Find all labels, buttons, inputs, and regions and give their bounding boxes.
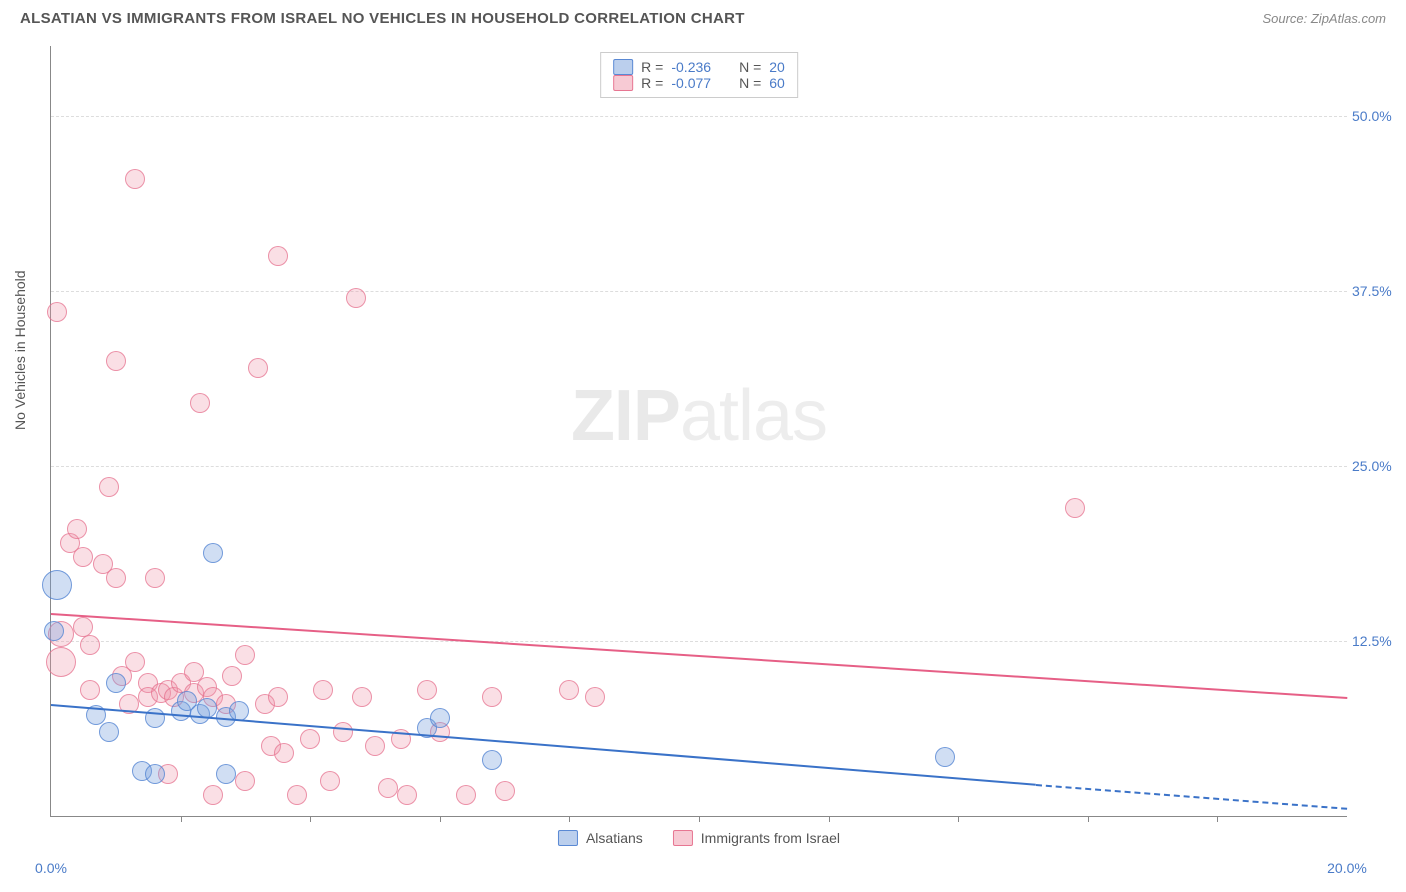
y-axis-label: No Vehicles in Household (12, 270, 28, 430)
x-tick (310, 816, 311, 822)
legend-series: Alsatians Immigrants from Israel (558, 830, 840, 846)
scatter-point-pink (346, 288, 366, 308)
scatter-point-blue (99, 722, 119, 742)
grid-line (51, 116, 1347, 117)
scatter-point-pink (417, 680, 437, 700)
x-tick (181, 816, 182, 822)
legend-series-label: Alsatians (586, 830, 643, 846)
scatter-point-pink (378, 778, 398, 798)
legend-n-value: 20 (769, 59, 785, 75)
scatter-point-pink (482, 687, 502, 707)
x-tick (958, 816, 959, 822)
legend-swatch-pink (673, 830, 693, 846)
trend-line-blue-dashed (1036, 784, 1347, 810)
scatter-point-pink (456, 785, 476, 805)
legend-series-item: Immigrants from Israel (673, 830, 840, 846)
scatter-point-pink (495, 781, 515, 801)
scatter-point-pink (352, 687, 372, 707)
y-tick-label: 25.0% (1352, 458, 1406, 474)
legend-correlation: R = -0.236 N = 20 R = -0.077 N = 60 (600, 52, 798, 98)
scatter-point-blue (935, 747, 955, 767)
x-tick (829, 816, 830, 822)
watermark-bold: ZIP (571, 376, 680, 456)
scatter-point-pink (80, 680, 100, 700)
legend-n-value: 60 (769, 75, 785, 91)
legend-r-value: -0.077 (671, 75, 711, 91)
scatter-point-pink (248, 358, 268, 378)
x-tick (440, 816, 441, 822)
grid-line (51, 291, 1347, 292)
x-tick (1088, 816, 1089, 822)
scatter-point-pink (365, 736, 385, 756)
scatter-point-pink (585, 687, 605, 707)
scatter-point-pink (145, 568, 165, 588)
watermark: ZIPatlas (571, 375, 827, 457)
legend-n-label: N = (739, 75, 761, 91)
x-tick (1217, 816, 1218, 822)
scatter-point-pink (99, 477, 119, 497)
legend-series-item: Alsatians (558, 830, 643, 846)
legend-r-label: R = (641, 59, 663, 75)
scatter-point-pink (190, 393, 210, 413)
y-tick-label: 37.5% (1352, 283, 1406, 299)
scatter-point-blue (145, 764, 165, 784)
scatter-point-blue (482, 750, 502, 770)
scatter-point-pink (268, 687, 288, 707)
chart-title: ALSATIAN VS IMMIGRANTS FROM ISRAEL NO VE… (20, 10, 745, 27)
scatter-point-pink (67, 519, 87, 539)
scatter-point-blue (203, 543, 223, 563)
scatter-point-pink (73, 547, 93, 567)
watermark-light: atlas (680, 376, 827, 456)
x-tick (699, 816, 700, 822)
legend-swatch-pink (613, 75, 633, 91)
scatter-point-pink (222, 666, 242, 686)
scatter-point-blue (44, 621, 64, 641)
scatter-point-pink (287, 785, 307, 805)
scatter-point-pink (46, 647, 76, 677)
scatter-point-pink (313, 680, 333, 700)
scatter-point-blue (216, 764, 236, 784)
scatter-point-pink (268, 246, 288, 266)
scatter-point-pink (300, 729, 320, 749)
legend-swatch-blue (558, 830, 578, 846)
scatter-point-pink (235, 771, 255, 791)
y-tick-label: 12.5% (1352, 633, 1406, 649)
scatter-point-pink (80, 635, 100, 655)
scatter-point-blue (106, 673, 126, 693)
scatter-point-pink (559, 680, 579, 700)
scatter-point-pink (320, 771, 340, 791)
legend-n-label: N = (739, 59, 761, 75)
scatter-point-pink (125, 169, 145, 189)
chart-source: Source: ZipAtlas.com (1262, 11, 1386, 26)
legend-series-label: Immigrants from Israel (701, 830, 840, 846)
trend-line-blue (51, 704, 1036, 786)
grid-line (51, 641, 1347, 642)
scatter-point-pink (203, 785, 223, 805)
scatter-point-pink (125, 652, 145, 672)
chart-container: ZIPatlas R =-0.236N =20R =-0.077N =60 Al… (50, 46, 1380, 816)
scatter-point-pink (106, 351, 126, 371)
scatter-point-blue (430, 708, 450, 728)
x-tick-label: 20.0% (1327, 860, 1367, 876)
plot-area: ZIPatlas R =-0.236N =20R =-0.077N =60 Al… (50, 46, 1347, 817)
x-tick (569, 816, 570, 822)
scatter-point-blue (42, 570, 72, 600)
legend-r-label: R = (641, 75, 663, 91)
legend-correlation-row: R = -0.077 N = 60 (613, 75, 785, 91)
x-tick-label: 0.0% (35, 860, 67, 876)
scatter-point-pink (274, 743, 294, 763)
y-tick-label: 50.0% (1352, 108, 1406, 124)
scatter-point-pink (333, 722, 353, 742)
scatter-point-pink (47, 302, 67, 322)
scatter-point-pink (235, 645, 255, 665)
scatter-point-pink (397, 785, 417, 805)
chart-header: ALSATIAN VS IMMIGRANTS FROM ISRAEL NO VE… (0, 0, 1406, 33)
legend-r-value: -0.236 (671, 59, 711, 75)
legend-correlation-row: R = -0.236 N = 20 (613, 59, 785, 75)
scatter-point-pink (1065, 498, 1085, 518)
grid-line (51, 466, 1347, 467)
scatter-point-pink (73, 617, 93, 637)
scatter-point-pink (106, 568, 126, 588)
legend-swatch-blue (613, 59, 633, 75)
